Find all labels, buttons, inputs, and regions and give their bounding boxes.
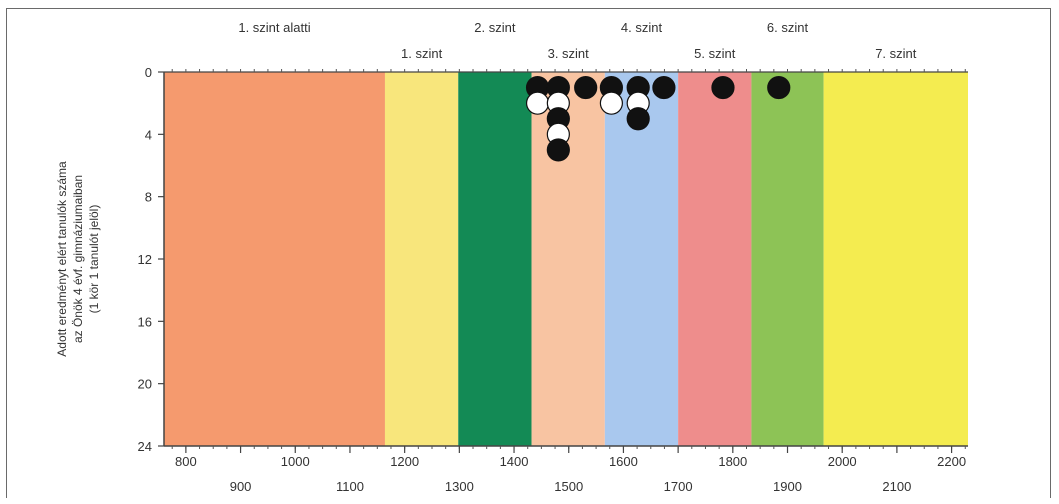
student-markers — [525, 75, 791, 162]
x-tick-label-1500: 1500 — [554, 479, 583, 494]
x-tick-label-1300: 1300 — [445, 479, 474, 494]
x-tick-label-2000: 2000 — [828, 454, 857, 469]
x-tick-label-1600: 1600 — [609, 454, 638, 469]
band-label-1-szint: 1. szint — [401, 46, 443, 61]
student-marker-16 — [767, 75, 791, 100]
band-label-5-szint: 5. szint — [694, 46, 736, 61]
band-labels: 1. szint alatti 2. szint 4. szint 6. szint 1… — [238, 20, 916, 61]
x-tick-label-900: 900 — [230, 479, 252, 494]
student-marker-15 — [711, 75, 735, 100]
band-label-1-szint-alatti: 1. szint alatti — [238, 20, 310, 35]
x-tick-label-2200: 2200 — [937, 454, 966, 469]
x-tick-label-1200: 1200 — [390, 454, 419, 469]
y-tick-label-0: 0 — [145, 65, 152, 80]
y-tick-label-20: 20 — [138, 377, 152, 392]
band-5-szint — [678, 72, 752, 446]
band-6-szint — [751, 72, 824, 446]
y-tick-label-24: 24 — [138, 439, 152, 454]
student-marker-7 — [546, 138, 570, 162]
band-label-7-szint: 7. szint — [875, 46, 917, 61]
x-tick-label-1000: 1000 — [281, 454, 310, 469]
student-marker-14 — [652, 75, 676, 100]
student-marker-13 — [626, 107, 650, 131]
x-tick-label-1700: 1700 — [664, 479, 693, 494]
tick-labels: 800 1000 1200 1400 1600 1800 2000 2200 900 1100 13… — [138, 65, 967, 494]
student-marker-8 — [574, 75, 598, 100]
y-axis-label-line-1: Adott eredményt elért tanulók száma — [55, 161, 69, 357]
student-marker-2 — [525, 91, 550, 115]
band-label-6-szint: 6. szint — [767, 20, 809, 35]
y-axis-label-line-2: az Önök 4 évf. gimnáziumaiban — [71, 175, 85, 343]
band-1-szint-alatti — [164, 72, 385, 446]
x-tick-label-1100: 1100 — [336, 479, 364, 494]
x-tick-label-2100: 2100 — [882, 479, 911, 494]
band-2-szint — [458, 72, 532, 446]
x-tick-label-1800: 1800 — [718, 454, 747, 469]
band-label-2-szint: 2. szint — [474, 20, 516, 35]
student-marker-10 — [599, 91, 623, 115]
y-tick-label-16: 16 — [138, 314, 152, 329]
band-4-szint — [604, 72, 679, 446]
band-3-szint — [531, 72, 605, 446]
x-tick-label-800: 800 — [175, 454, 197, 469]
y-tick-label-12: 12 — [138, 252, 152, 267]
band-7-szint — [823, 72, 968, 446]
y-tick-label-4: 4 — [145, 127, 152, 142]
tick-marks — [158, 69, 966, 453]
chart-frame — [6, 8, 1051, 498]
band-label-4-szint: 4. szint — [621, 20, 663, 35]
band-label-3-szint: 3. szint — [548, 46, 590, 61]
y-axis-label-line-3: (1 kör 1 tanulót jelöl) — [87, 205, 101, 314]
x-tick-label-1900: 1900 — [773, 479, 802, 494]
y-tick-label-8: 8 — [145, 190, 152, 205]
x-tick-label-1400: 1400 — [500, 454, 529, 469]
band-1-szint — [384, 72, 459, 446]
